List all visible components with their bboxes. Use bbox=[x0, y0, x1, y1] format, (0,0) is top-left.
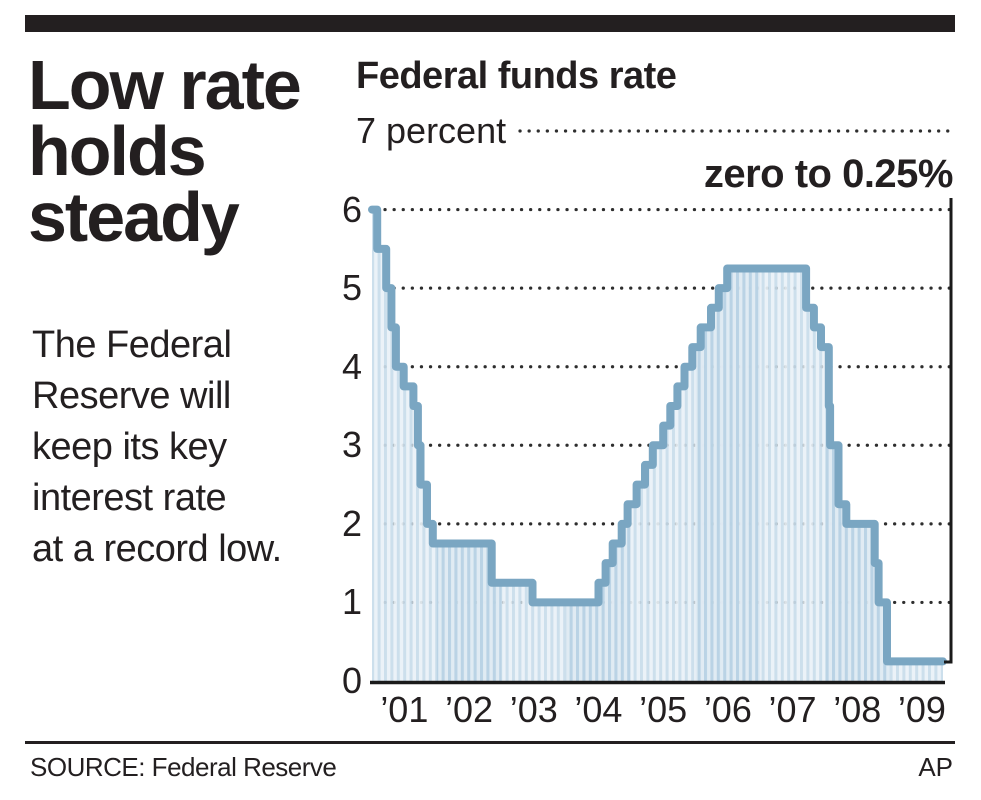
y-tick-label-0: 0 bbox=[341, 660, 362, 701]
year-band-2002 bbox=[436, 209, 502, 681]
y-tick-label-3: 3 bbox=[341, 424, 362, 466]
y-tick-label-5: 5 bbox=[341, 267, 362, 309]
right-axis-line bbox=[944, 198, 953, 664]
rate-area-fill bbox=[372, 209, 943, 682]
x-tick-label-07: ’07 bbox=[768, 689, 817, 730]
y-axis-top-label: 7 percent bbox=[356, 110, 507, 151]
y-tick-label-6: 6 bbox=[341, 188, 362, 230]
y-tick-label-2: 2 bbox=[341, 502, 362, 544]
chart-title: Federal funds rate bbox=[356, 55, 677, 97]
year-band-2006 bbox=[695, 209, 761, 681]
x-tick-label-03: ’03 bbox=[509, 689, 558, 730]
current-rate-annotation: zero to 0.25% bbox=[703, 152, 954, 196]
top-rule bbox=[25, 15, 955, 32]
x-tick-label-04: ’04 bbox=[574, 689, 623, 730]
x-tick-label-09: ’09 bbox=[897, 689, 946, 730]
x-tick-label-02: ’02 bbox=[445, 689, 494, 730]
headline: Low rate holds steady bbox=[28, 46, 302, 256]
description: The Federal Reserve will keep its key in… bbox=[32, 324, 282, 570]
footer-rule bbox=[25, 741, 955, 744]
ap-credit: AP bbox=[918, 752, 953, 782]
y-tick-label-4: 4 bbox=[341, 345, 362, 387]
x-tick-label-01: ’01 bbox=[380, 689, 429, 730]
rate-step-line bbox=[368, 205, 947, 666]
source-credit: SOURCE: Federal Reserve bbox=[30, 752, 337, 782]
x-tick-label-08: ’08 bbox=[833, 689, 882, 730]
y-tick-label-1: 1 bbox=[341, 581, 362, 623]
x-tick-label-05: ’05 bbox=[639, 689, 688, 730]
x-tick-label-06: ’06 bbox=[703, 689, 752, 730]
